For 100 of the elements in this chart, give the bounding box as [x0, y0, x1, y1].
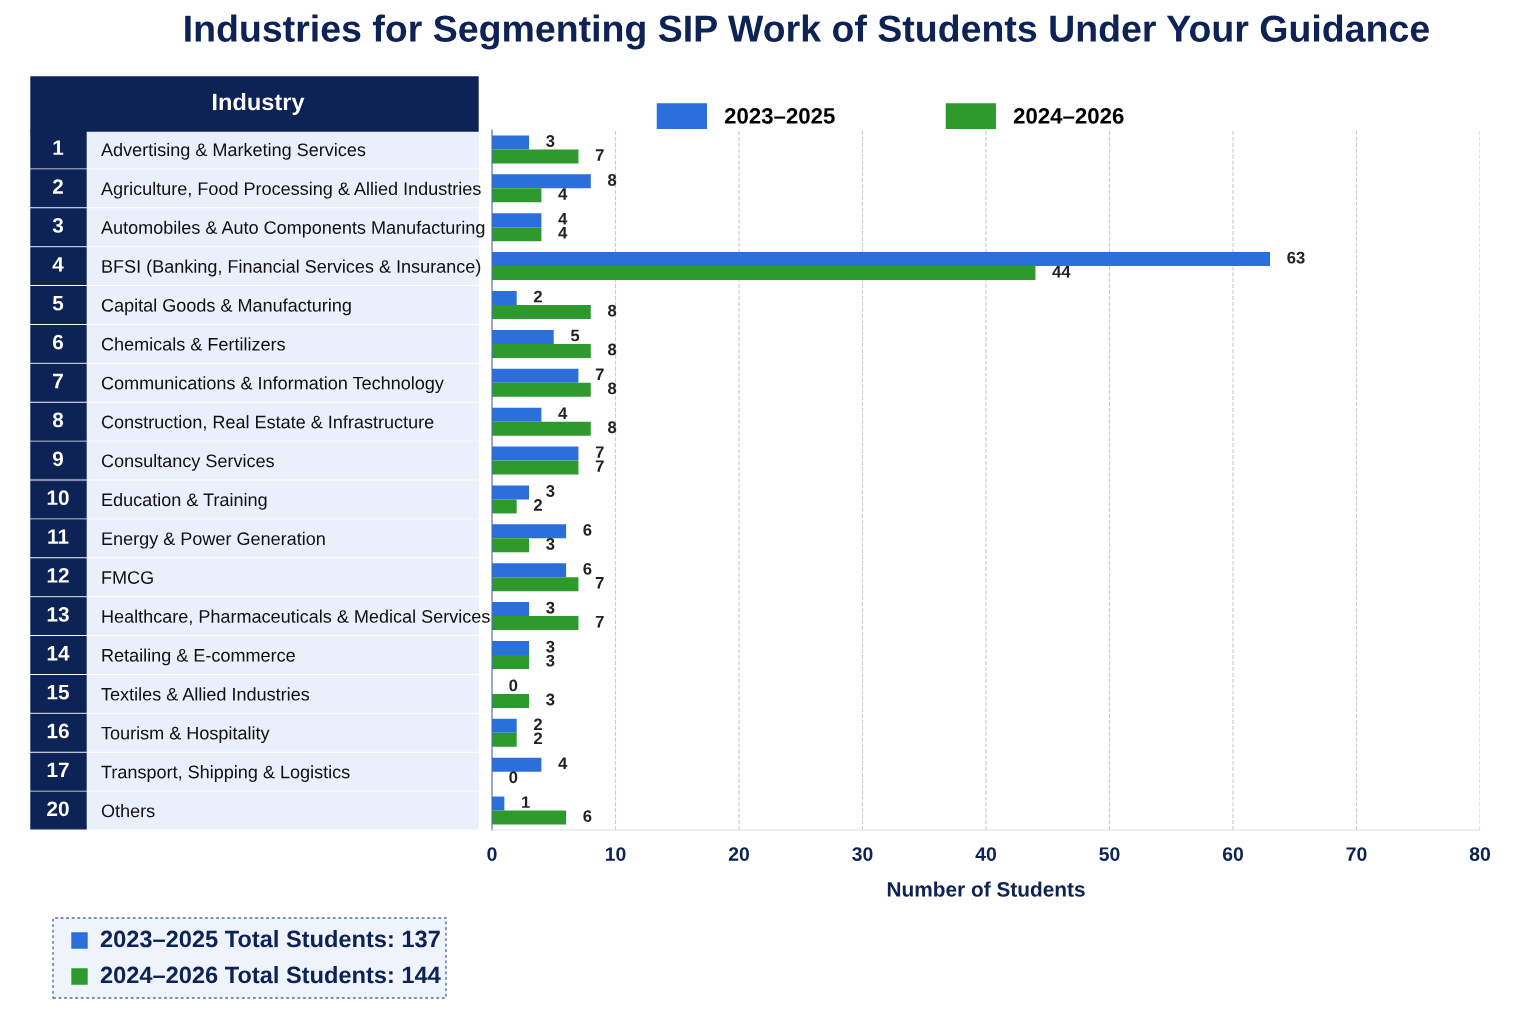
- y-tick-label: Advertising & Marketing Services: [101, 142, 366, 160]
- data-label: 2: [533, 499, 542, 511]
- text: 7: [53, 373, 63, 389]
- bar: [492, 655, 530, 669]
- y-tick-label: Tourism & Hospitality: [101, 726, 270, 744]
- bar: [492, 499, 517, 514]
- text: 8: [52, 412, 64, 428]
- x-tick-label: 20: [728, 847, 750, 861]
- bar: [492, 252, 1271, 267]
- bar: [492, 368, 579, 383]
- x-tick-label: 40: [975, 847, 997, 861]
- bar: [492, 485, 530, 500]
- text: 2: [52, 179, 63, 194]
- y-tick-label: Capital Goods & Manufacturing: [101, 298, 351, 316]
- data-label: 7: [595, 460, 604, 472]
- bar: [492, 757, 542, 772]
- y-tick-label: Textiles & Allied Industries: [101, 687, 310, 701]
- data-label: 8: [608, 304, 617, 317]
- data-label: 1: [522, 796, 530, 808]
- text: 9: [52, 451, 64, 467]
- y-tick-label: Consultancy Services: [101, 454, 274, 471]
- data-label: 0: [509, 679, 518, 692]
- text: 13: [47, 606, 69, 622]
- bar: [492, 305, 591, 319]
- x-tick-label: 30: [852, 847, 873, 861]
- data-label: 4: [558, 213, 568, 225]
- y-tick-label: Energy & Power Generation: [102, 531, 325, 549]
- x-tick-label: 60: [1222, 847, 1244, 861]
- bar: [492, 693, 530, 708]
- data-label: 4: [558, 757, 568, 769]
- data-label: 63: [1287, 251, 1305, 264]
- bar: [492, 407, 542, 422]
- y-tick-label: Chemicals & Fertilizers: [101, 337, 285, 351]
- data-label: 4: [558, 227, 568, 239]
- y-tick-label: Automobiles & Auto Components Manufacturing: [101, 220, 485, 238]
- x-tick-label: 70: [1346, 847, 1367, 861]
- data-label: 8: [608, 382, 617, 395]
- bar: [492, 213, 542, 228]
- data-label: 3: [546, 135, 555, 147]
- text: 16: [47, 723, 69, 739]
- text: 11: [48, 529, 69, 544]
- text: 15: [47, 684, 70, 700]
- data-label: 0: [509, 771, 518, 784]
- bar: [492, 266, 1036, 281]
- bar: [492, 174, 591, 189]
- data-label: 6: [583, 524, 592, 536]
- x-tick-label: 0: [487, 847, 497, 861]
- text: 6: [52, 334, 64, 350]
- bar: [492, 732, 517, 747]
- text: 5: [52, 296, 64, 311]
- data-label: 8: [608, 421, 617, 434]
- bar: [492, 616, 579, 631]
- text: 2023–2025 Total Students: 137: [100, 929, 440, 948]
- bar: [492, 188, 542, 203]
- y-tick-label: Agriculture, Food Processing & Allied Industries: [101, 181, 481, 199]
- bar: [492, 421, 591, 436]
- bar: [492, 382, 591, 397]
- text: 12: [47, 568, 69, 583]
- bar: [492, 135, 530, 150]
- text: 20: [47, 801, 69, 817]
- text: 1: [53, 140, 64, 155]
- chart-title: Industries for Segmenting SIP Work of Students Under Your Guidance: [185, 14, 1429, 50]
- data-label: 8: [608, 174, 617, 186]
- y-tick-label: Retailing & E-commerce: [102, 648, 295, 666]
- data-label: 5: [570, 329, 580, 342]
- x-tick-label: 50: [1099, 847, 1120, 861]
- bar: [492, 718, 517, 733]
- text: 3: [52, 218, 64, 233]
- bar: [492, 563, 567, 578]
- bar: [492, 577, 579, 592]
- text: 14: [47, 646, 70, 661]
- text: Industry: [213, 93, 305, 115]
- bar: [492, 538, 530, 553]
- y-tick-label: FMCG: [102, 571, 153, 584]
- y-tick-label: Construction, Real Estate & Infrastructure: [101, 415, 434, 431]
- text: 4: [52, 257, 64, 272]
- legend-label: 2024–2026: [1013, 108, 1124, 124]
- bar: [492, 602, 530, 617]
- x-tick-label: 80: [1469, 847, 1491, 861]
- data-label: 3: [546, 654, 555, 667]
- data-label: 4: [558, 407, 568, 419]
- data-label: 7: [595, 368, 604, 381]
- data-label: 2: [533, 718, 542, 731]
- data-label: 3: [546, 640, 555, 653]
- bar: [492, 329, 554, 344]
- data-label: 2: [533, 290, 542, 303]
- y-tick-label: Transport, Shipping & Logistics: [101, 765, 350, 782]
- x-tick-label: 10: [605, 847, 626, 861]
- data-label: 7: [595, 446, 604, 458]
- y-tick-label: Others: [101, 804, 155, 818]
- data-label: 6: [583, 810, 592, 823]
- data-label: 7: [595, 577, 604, 589]
- data-label: 8: [608, 343, 617, 356]
- data-label: 7: [595, 149, 604, 161]
- y-tick-label: Communications & Information Technology: [101, 376, 444, 394]
- data-label: 6: [583, 562, 592, 575]
- data-label: 3: [546, 601, 555, 614]
- x-axis-title: Number of Students: [887, 881, 1085, 897]
- data-label: 3: [546, 538, 555, 550]
- y-tick-label: BFSI (Banking, Financial Services & Insurance): [102, 259, 481, 277]
